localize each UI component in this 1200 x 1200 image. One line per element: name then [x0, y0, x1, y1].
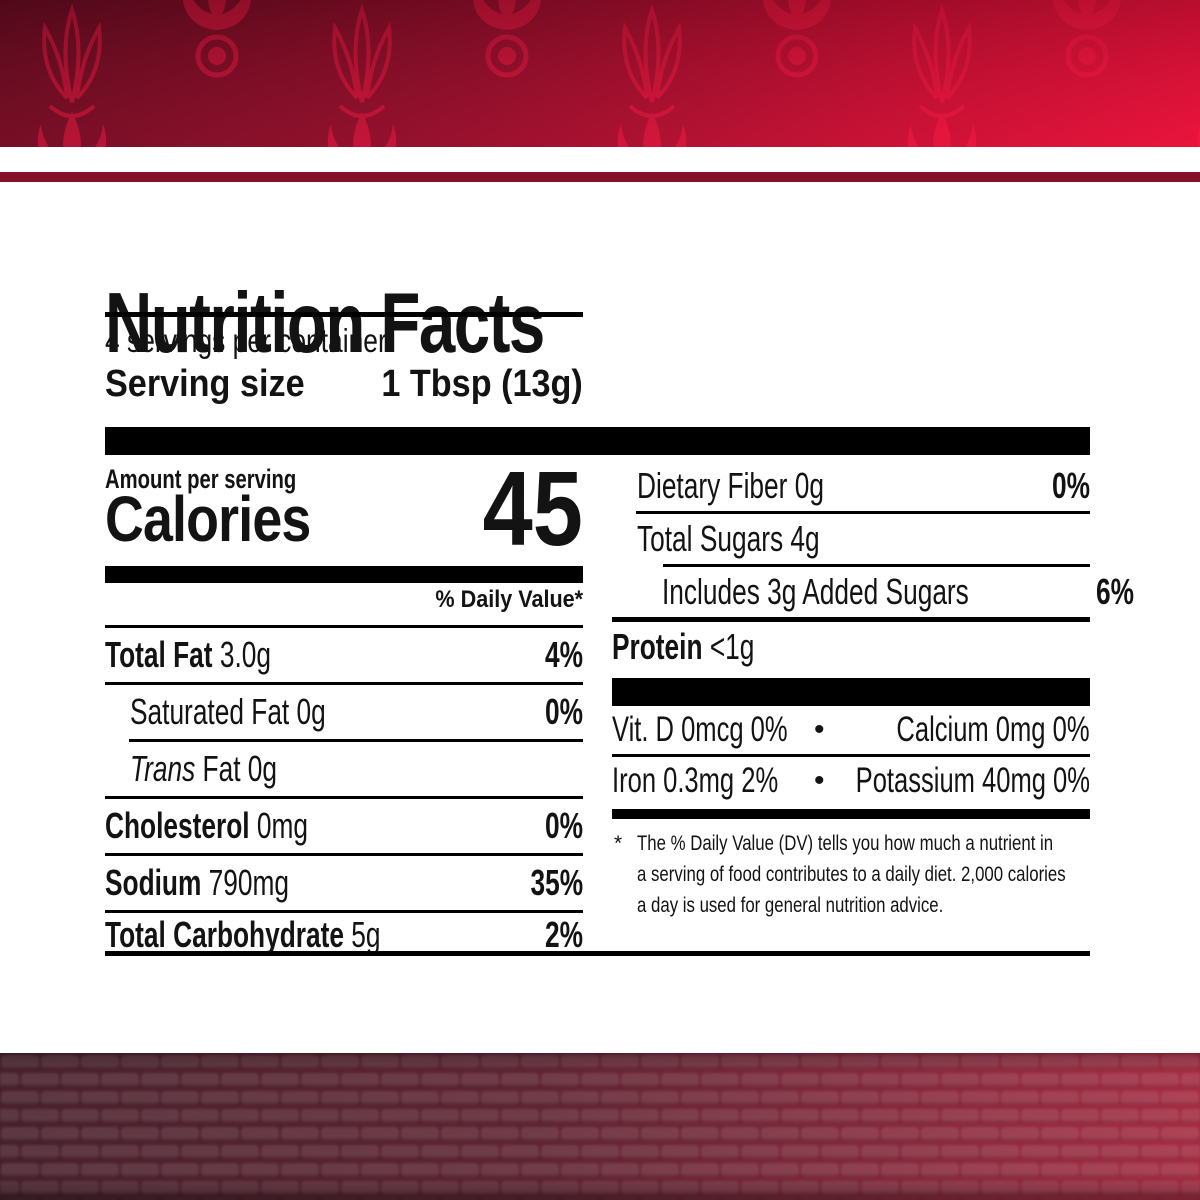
micronutrient-left: Iron 0.3mg 2%	[612, 761, 779, 800]
nutrient-name: Protein	[612, 626, 703, 667]
daily-value-header: % Daily Value*	[435, 586, 583, 613]
title-rule	[105, 312, 583, 317]
daily-value: 0%	[1052, 465, 1090, 506]
nutrient-row-total-carbohydrate: Total Carbohydrate 5g 2%	[105, 913, 583, 957]
hairline-rule	[105, 910, 583, 913]
maroon-divider-rule	[0, 172, 1200, 182]
nutrient-amount: 0g	[247, 748, 278, 789]
nutrient-name: Includes 3g Added Sugars	[662, 571, 969, 612]
micronutrient-right: Potassium 40mg 0%	[855, 761, 1090, 800]
thick-separator-bar	[612, 678, 1090, 706]
nutrient-row-added-sugars: Includes 3g Added Sugars 6%	[612, 567, 1134, 617]
daily-value: 35%	[530, 862, 583, 903]
micronutrient-left: Vit. D 0mcg 0%	[612, 710, 788, 749]
nutrient-amount: <1g	[709, 626, 755, 667]
daily-value: 0%	[545, 805, 583, 846]
nutrient-row-protein: Protein <1g	[612, 622, 1090, 672]
nutrient-name: Saturated Fat	[130, 691, 290, 732]
calories-value: 45	[482, 450, 583, 568]
serving-size-value: 1 Tbsp (13g)	[381, 363, 583, 405]
micronutrient-row-2: Iron 0.3mg 2% • Potassium 40mg 0%	[612, 757, 1090, 805]
nutrient-row-saturated-fat: Saturated Fat 0g 0%	[105, 685, 583, 739]
nutrient-name-italic: Trans	[130, 748, 196, 789]
hairline-rule	[105, 853, 583, 856]
hairline-rule-double-indented	[663, 564, 1090, 567]
nutrient-row-trans-fat: Trans Fat 0g	[105, 742, 583, 796]
serving-size-row: Serving size 1 Tbsp (13g)	[105, 362, 583, 406]
hairline-rule-indented	[129, 739, 583, 742]
daily-value-footnote: * The % Daily Value (DV) tells you how m…	[612, 828, 1090, 921]
hairline-rule	[105, 796, 583, 799]
hairline-rule	[105, 625, 583, 628]
nutrition-facts-label: Nutrition Facts 4 servings per container…	[105, 181, 1134, 1053]
footnote-line: a serving of food contributes to a daily…	[637, 863, 1066, 886]
daily-value: 6%	[1096, 571, 1135, 612]
daily-value: 0%	[545, 691, 583, 732]
footnote-line: a day is used for general nutrition advi…	[637, 894, 944, 917]
daily-value: 2%	[545, 914, 583, 955]
serving-size-label: Serving size	[105, 363, 305, 405]
nutrient-amount: 4g	[790, 518, 820, 559]
nutrient-row-total-fat: Total Fat 3.0g 4%	[105, 628, 583, 682]
thick-separator-bar	[105, 427, 1090, 455]
daily-value: 4%	[545, 634, 583, 675]
hairline-rule	[105, 682, 583, 685]
footnote-asterisk: *	[614, 832, 623, 855]
top-pattern-band	[0, 0, 1200, 147]
nutrient-name: Dietary Fiber	[637, 465, 788, 506]
hairline-rule	[612, 754, 1090, 757]
micronutrient-row-1: Vit. D 0mcg 0% • Calcium 0mg 0%	[612, 706, 1090, 754]
nutrient-amount: 0g	[794, 465, 824, 506]
nutrient-name: Fat	[202, 748, 241, 789]
nutrient-column-right: Dietary Fiber 0g 0% Total Sugars 4g Includ…	[612, 461, 1134, 921]
thin-separator-bar	[612, 809, 1090, 819]
nutrient-row-dietary-fiber: Dietary Fiber 0g 0%	[612, 461, 1090, 511]
nutrient-amount: 3.0g	[219, 634, 272, 675]
nutrient-name: Cholesterol	[105, 805, 250, 846]
nutrient-row-sodium: Sodium 790mg 35%	[105, 856, 583, 910]
calories-separator-bar	[105, 566, 583, 583]
nutrient-amount: 0mg	[256, 805, 308, 846]
nutrient-amount: 0g	[296, 691, 326, 732]
nutrient-name: Total Fat	[105, 634, 213, 675]
micronutrient-right: Calcium 0mg 0%	[896, 710, 1090, 749]
servings-per-container: 4 servings per container	[105, 322, 387, 359]
nutrient-name: Sodium	[105, 862, 202, 903]
bullet-separator: •	[814, 713, 825, 746]
nutrient-name: Total Sugars	[637, 518, 784, 559]
nutrient-row-total-sugars: Total Sugars 4g	[612, 514, 1090, 564]
calories-label: Calories	[105, 483, 311, 555]
bullet-separator: •	[814, 764, 825, 797]
bottom-weave-band	[0, 1053, 1200, 1200]
nutrient-amount: 5g	[351, 914, 381, 955]
nutrient-row-cholesterol: Cholesterol 0mg 0%	[105, 799, 583, 853]
nutrient-amount: 790mg	[208, 862, 290, 903]
nutrient-name: Total Carbohydrate	[105, 914, 344, 955]
nutrient-column-left: Total Fat 3.0g 4% Saturated Fat 0g 0% Tran…	[105, 625, 583, 957]
hairline-rule-indented	[636, 511, 1090, 514]
footnote-line: The % Daily Value (DV) tells you how muc…	[637, 832, 1054, 855]
amount-per-serving-label: Amount per serving	[105, 464, 297, 494]
label-title: Nutrition Facts	[105, 275, 545, 371]
label-bottom-rule	[105, 951, 1090, 956]
medium-rule	[612, 617, 1090, 622]
